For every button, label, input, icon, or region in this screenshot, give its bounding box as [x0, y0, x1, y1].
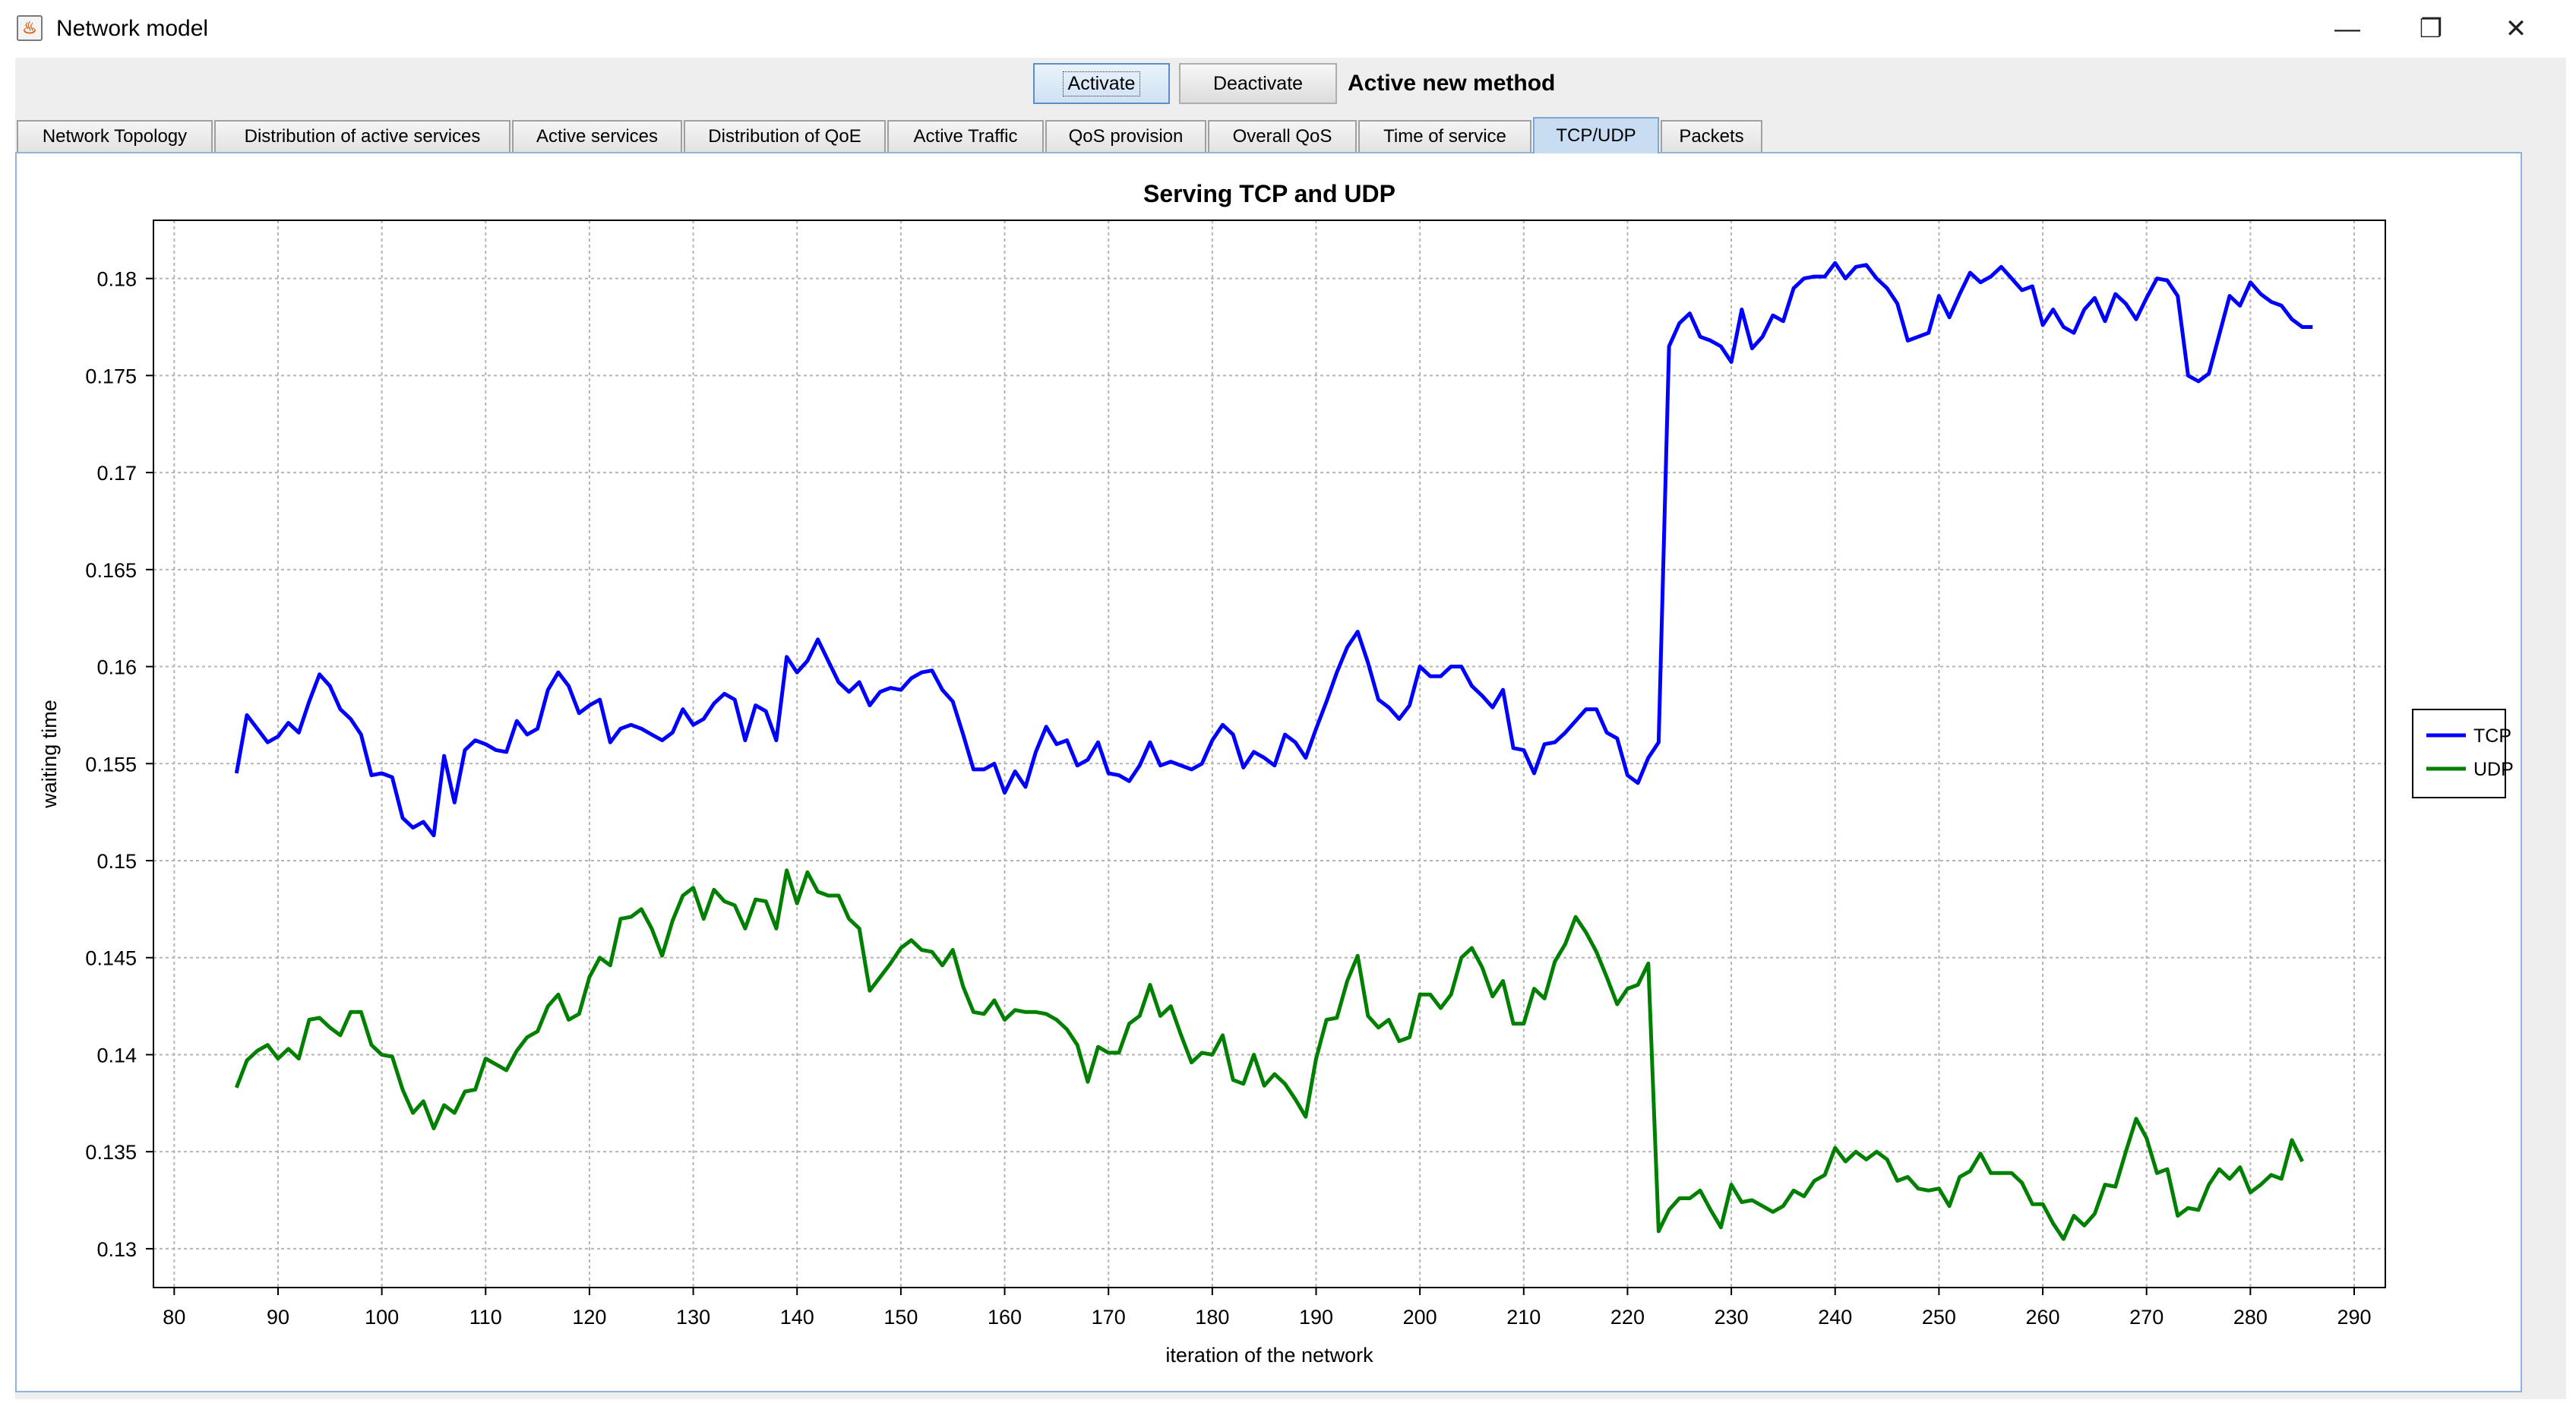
y-tick-label: 0.17: [96, 462, 137, 485]
plot-frame: [153, 220, 2386, 1288]
tcp-udp-chart: 80 90 100 110 120 130 140 150 160 170 180 190 200 210…: [38, 180, 2514, 1367]
y-tick-label: 0.15: [96, 850, 137, 873]
tab-active-traffic[interactable]: Active Traffic: [887, 120, 1044, 152]
chart-legend: TCP UDP: [2412, 709, 2514, 798]
tab-network-topology[interactable]: Network Topology: [17, 120, 213, 152]
tab-packets[interactable]: Packets: [1661, 120, 1762, 152]
tab-tcp-udp[interactable]: TCP/UDP: [1533, 117, 1659, 153]
x-tick-label: 180: [1195, 1306, 1229, 1329]
x-tick-label: 90: [267, 1306, 289, 1329]
y-tick-label: 0.135: [85, 1141, 137, 1164]
series-layer: [234, 261, 2313, 1241]
x-tick-label: 100: [365, 1306, 399, 1329]
tick-layer: 80 90 100 110 120 130 140 150 160 170 180 190 200 210…: [85, 268, 2371, 1329]
y-tick-label: 0.165: [85, 559, 137, 582]
x-tick-label: 190: [1299, 1306, 1333, 1329]
x-tick-label: 290: [2337, 1306, 2371, 1329]
y-tick-label: 0.13: [96, 1238, 137, 1261]
tab-distribution-qoe[interactable]: Distribution of QoE: [684, 120, 886, 152]
deactivate-button-label: Deactivate: [1212, 72, 1304, 94]
x-tick-label: 160: [988, 1306, 1022, 1329]
chart-title: Serving TCP and UDP: [1143, 180, 1395, 207]
close-button[interactable]: ✕: [2505, 14, 2527, 43]
activate-button[interactable]: Activate: [1033, 63, 1170, 104]
x-tick-label: 120: [572, 1306, 606, 1329]
x-tick-label: 260: [2026, 1306, 2060, 1329]
x-axis-label: iteration of the network: [1165, 1344, 1373, 1367]
legend-label-tcp: TCP: [2473, 725, 2511, 747]
y-tick-label: 0.16: [96, 656, 137, 679]
x-tick-label: 140: [780, 1306, 814, 1329]
tab-overall-qos[interactable]: Overall QoS: [1208, 120, 1357, 152]
x-tick-label: 150: [883, 1306, 918, 1329]
window-titlebar: ♨ Network model — ❐ ✕: [0, 0, 2576, 58]
method-status-label: Active new method: [1348, 71, 1556, 96]
y-axis-label: waiting time: [38, 700, 61, 809]
x-tick-label: 250: [1922, 1306, 1956, 1329]
x-tick-label: 240: [1818, 1306, 1852, 1329]
series-line-udp: [234, 868, 2304, 1241]
x-tick-label: 220: [1610, 1306, 1645, 1329]
x-tick-label: 280: [2233, 1306, 2268, 1329]
x-tick-label: 230: [1715, 1306, 1749, 1329]
y-tick-label: 0.175: [85, 365, 137, 387]
restore-button[interactable]: ❐: [2419, 14, 2443, 43]
x-tick-label: 210: [1506, 1306, 1541, 1329]
tab-time-of-service[interactable]: Time of service: [1358, 120, 1531, 152]
y-tick-label: 0.14: [96, 1044, 137, 1066]
x-tick-label: 200: [1403, 1306, 1437, 1329]
tab-active-services[interactable]: Active services: [512, 120, 682, 152]
series-line-tcp: [234, 261, 2313, 838]
minimize-button[interactable]: —: [2334, 14, 2360, 43]
java-app-icon: ♨: [17, 15, 43, 41]
activate-button-label: Activate: [1062, 71, 1141, 96]
x-tick-label: 170: [1092, 1306, 1126, 1329]
tab-qos-provision[interactable]: QoS provision: [1045, 120, 1206, 152]
deactivate-button[interactable]: Deactivate: [1179, 63, 1337, 104]
x-tick-label: 80: [163, 1306, 185, 1329]
legend-box: [2412, 709, 2506, 798]
x-tick-label: 110: [469, 1306, 502, 1329]
window-title: Network model: [56, 16, 209, 41]
legend-label-udp: UDP: [2473, 759, 2514, 780]
y-tick-label: 0.155: [85, 753, 137, 776]
tab-distribution-active-services[interactable]: Distribution of active services: [214, 120, 510, 152]
grid-layer: [153, 220, 2385, 1288]
tab-content-panel: 80 90 100 110 120 130 140 150 160 170 180 190 200 210…: [15, 152, 2522, 1392]
x-tick-label: 130: [676, 1306, 710, 1329]
y-tick-label: 0.18: [96, 268, 137, 291]
x-tick-label: 270: [2129, 1306, 2164, 1329]
y-tick-label: 0.145: [85, 947, 137, 970]
